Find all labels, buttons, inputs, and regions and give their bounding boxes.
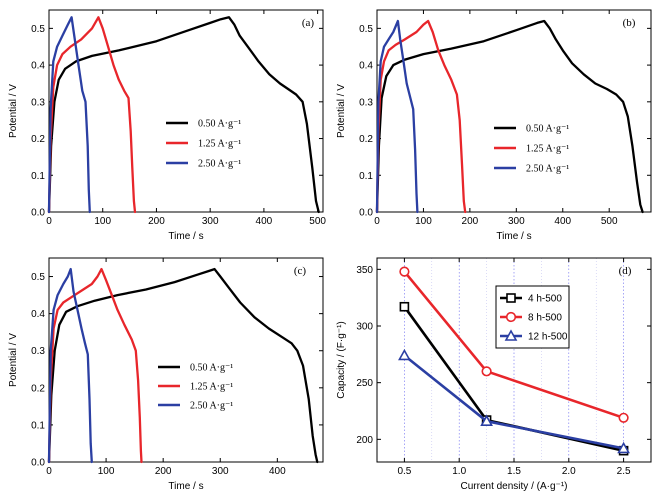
- y-tick-label: 0.3: [359, 97, 373, 108]
- series-line-1: [375, 19, 467, 214]
- legend-label: 12 h-500: [528, 332, 568, 343]
- y-tick-label: 0.3: [31, 97, 45, 108]
- y-tick-label: 300: [356, 322, 373, 333]
- y-axis-label: Potential / V: [8, 333, 19, 387]
- y-tick-label: 0.2: [31, 134, 45, 145]
- x-axis-label: Time / s: [168, 231, 203, 242]
- x-tick-label: 500: [309, 216, 326, 227]
- x-axis-label: Time / s: [496, 231, 531, 242]
- series-line-2: [47, 16, 91, 214]
- x-tick-label: 200: [148, 216, 165, 227]
- legend-label: 2.50 A·g⁻¹: [526, 164, 569, 175]
- y-tick-label: 200: [356, 435, 373, 446]
- y-tick-label: 350: [356, 265, 373, 276]
- series-line-0: [47, 16, 320, 214]
- series-line-2: [375, 19, 419, 214]
- x-tick-label: 500: [601, 216, 618, 227]
- panel-label: (c): [294, 265, 307, 277]
- y-tick-label: 0.5: [359, 24, 373, 35]
- data-point: [618, 412, 629, 423]
- x-tick-label: 200: [462, 216, 479, 227]
- y-tick-label: 0.0: [31, 458, 45, 469]
- x-tick-label: 200: [155, 466, 172, 477]
- legend-label: 0.50 A·g⁻¹: [190, 363, 233, 374]
- y-tick-label: 0.1: [31, 171, 45, 182]
- plot-frame: [376, 9, 652, 213]
- series-line-2: [47, 267, 93, 464]
- panel-label: (b): [623, 17, 636, 29]
- x-tick-label: 400: [269, 466, 286, 477]
- legend-label: 2.50 A·g⁻¹: [190, 401, 233, 412]
- x-tick-label: 2.5: [617, 466, 631, 477]
- data-point: [399, 301, 410, 312]
- panel-3: [376, 257, 652, 463]
- legend-marker: [504, 329, 518, 341]
- x-tick-label: 0.5: [397, 466, 411, 477]
- y-axis-label: Capacity / (F·g⁻¹): [336, 321, 347, 399]
- y-tick-label: 0.3: [31, 346, 45, 357]
- panel-label: (d): [619, 265, 632, 277]
- legend-label: 0.50 A·g⁻¹: [526, 124, 569, 135]
- series-line-0: [375, 19, 644, 214]
- legend-marker: [506, 293, 516, 303]
- legend-label: 0.50 A·g⁻¹: [198, 119, 241, 130]
- x-tick-label: 100: [94, 216, 111, 227]
- y-tick-label: 0.0: [31, 208, 45, 219]
- legend-label: 1.25 A·g⁻¹: [198, 139, 241, 150]
- x-tick-label: 1.5: [507, 466, 521, 477]
- y-tick-label: 0.4: [31, 309, 45, 320]
- x-tick-label: 100: [415, 216, 432, 227]
- x-tick-label: 400: [256, 216, 273, 227]
- panel-1: [375, 9, 652, 214]
- y-tick-label: 0.2: [359, 134, 373, 145]
- y-tick-label: 250: [356, 378, 373, 389]
- y-tick-label: 0.1: [359, 171, 373, 182]
- legend-label: 1.25 A·g⁻¹: [526, 144, 569, 155]
- panel-label: (a): [302, 17, 315, 29]
- x-tick-label: 300: [202, 216, 219, 227]
- legend-label: 8 h-500: [528, 313, 562, 324]
- plot-frame: [48, 257, 324, 463]
- y-tick-label: 0.0: [359, 208, 373, 219]
- x-axis-label: Time / s: [168, 481, 203, 492]
- x-tick-label: 2.0: [562, 466, 576, 477]
- x-tick-label: 1.0: [452, 466, 466, 477]
- x-tick-label: 0: [46, 216, 52, 227]
- data-point: [399, 266, 410, 277]
- y-tick-label: 0.1: [31, 420, 45, 431]
- y-tick-label: 0.5: [31, 24, 45, 35]
- x-tick-label: 0: [374, 216, 380, 227]
- y-tick-label: 0.2: [31, 383, 45, 394]
- legend-marker: [505, 311, 517, 323]
- x-axis-label: Current density / (A·g⁻¹): [461, 481, 568, 492]
- x-tick-label: 400: [554, 216, 571, 227]
- x-tick-label: 100: [98, 466, 115, 477]
- y-axis-label: Potential / V: [8, 84, 19, 138]
- legend-label: 4 h-500: [528, 294, 562, 305]
- series-line-1: [47, 267, 143, 464]
- x-tick-label: 300: [508, 216, 525, 227]
- plot-frame: [48, 9, 324, 213]
- series-line-0: [47, 267, 319, 464]
- y-tick-label: 0.4: [359, 61, 373, 72]
- y-axis-label: Potential / V: [336, 84, 347, 138]
- y-tick-label: 0.4: [31, 61, 45, 72]
- x-tick-label: 0: [46, 466, 52, 477]
- data-point: [481, 366, 492, 377]
- panel-0: [47, 9, 324, 214]
- series-line-1: [47, 16, 137, 214]
- legend-label: 2.50 A·g⁻¹: [198, 159, 241, 170]
- y-tick-label: 0.5: [31, 272, 45, 283]
- data-point: [617, 441, 630, 454]
- panel-2: [47, 257, 324, 464]
- data-point: [398, 348, 411, 361]
- legend-label: 1.25 A·g⁻¹: [190, 382, 233, 393]
- data-point: [480, 414, 493, 427]
- x-tick-label: 300: [212, 466, 229, 477]
